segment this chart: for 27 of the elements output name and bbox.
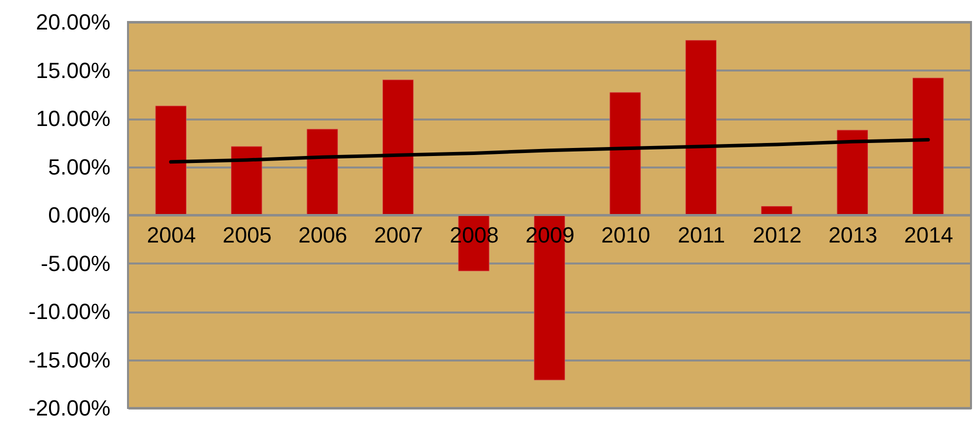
bar xyxy=(155,106,186,216)
y-tick-label: -15.00% xyxy=(28,347,110,372)
y-tick-label: 0.00% xyxy=(48,202,110,228)
line-series xyxy=(169,138,930,164)
bar xyxy=(685,40,717,216)
y-tick-label: -20.00% xyxy=(28,396,110,420)
y-tick-label: 15.00% xyxy=(36,58,110,83)
y-tick-label: 10.00% xyxy=(36,106,110,131)
bar xyxy=(610,92,641,216)
bar xyxy=(836,130,868,216)
x-tick-label: 2013 xyxy=(828,222,878,248)
y-tick-label: 5.00% xyxy=(48,154,110,180)
y-tick-label: 20.00% xyxy=(36,10,110,34)
x-tick-label: 2006 xyxy=(298,222,348,248)
x-tick-label: 2011 xyxy=(678,222,726,248)
x-tick-label: 2014 xyxy=(904,222,954,248)
x-tick-label: 2005 xyxy=(222,222,272,248)
bar xyxy=(912,78,944,216)
bar xyxy=(382,80,414,216)
x-tick-label: 2007 xyxy=(374,222,424,248)
bar xyxy=(231,146,262,216)
x-tick-label: 2004 xyxy=(146,222,196,248)
bar xyxy=(306,128,338,216)
y-tick-label: -5.00% xyxy=(40,250,110,276)
x-tick-label: 2010 xyxy=(601,222,650,248)
y-tick-label: -10.00% xyxy=(28,299,110,324)
x-tick-label: 2012 xyxy=(752,222,802,248)
